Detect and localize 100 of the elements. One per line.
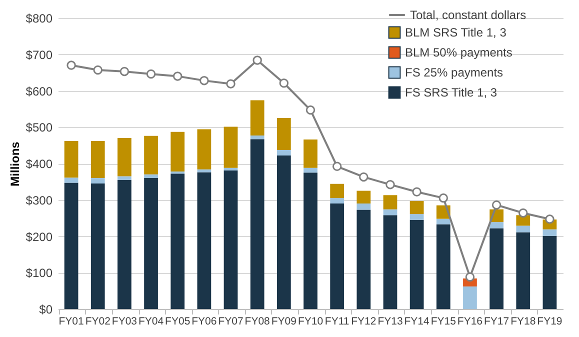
y-tick-label: $800 — [26, 12, 53, 26]
y-tick-label: $600 — [26, 84, 53, 98]
bar — [64, 140, 78, 178]
bar — [197, 172, 212, 309]
bar — [383, 215, 398, 309]
point — [200, 76, 209, 86]
x-tick-label: FY11 — [324, 316, 350, 328]
bar — [90, 140, 105, 178]
point — [332, 162, 342, 172]
legend-label: BLM SRS Title 1, 3 — [405, 26, 507, 40]
x-tick-label: FY08 — [244, 316, 270, 328]
point — [386, 180, 395, 190]
legend-label: FS 25% payments — [405, 66, 504, 80]
bar — [410, 214, 424, 220]
bar — [224, 126, 238, 168]
bar — [170, 174, 185, 309]
x-tick-label: FY18 — [510, 316, 536, 328]
y-tick-label: $500 — [26, 120, 53, 135]
bar — [250, 100, 264, 136]
bar — [330, 198, 344, 204]
point — [226, 79, 236, 88]
bar — [542, 229, 557, 236]
bar — [410, 200, 424, 214]
point — [279, 78, 289, 88]
bar — [276, 150, 291, 156]
bar — [144, 178, 158, 309]
legend-label: BLM 50% payments — [405, 46, 512, 60]
x-tick-label: FY07 — [218, 316, 244, 328]
bar — [383, 209, 398, 216]
y-tick-label: $400 — [26, 157, 53, 171]
bar — [330, 184, 344, 198]
point — [120, 66, 130, 76]
bar — [118, 176, 132, 180]
point — [492, 200, 502, 210]
point — [146, 69, 156, 79]
x-tick-label: FY03 — [112, 316, 138, 328]
bar — [542, 236, 557, 309]
x-tick-label: FY09 — [271, 316, 297, 328]
bar — [356, 204, 371, 210]
bar — [516, 232, 530, 309]
bar — [436, 218, 450, 224]
bar — [276, 118, 291, 150]
x-tick-label: FY12 — [351, 316, 376, 328]
bar — [304, 139, 318, 168]
x-tick-label: FY10 — [298, 316, 324, 328]
bar — [304, 168, 318, 173]
bar — [224, 168, 238, 170]
bar — [118, 138, 132, 176]
point — [306, 105, 316, 115]
point — [545, 214, 554, 224]
y-axis-title: Millions — [8, 141, 22, 186]
y-tick-label: $100 — [26, 266, 53, 280]
bar — [250, 139, 264, 309]
y-tick-label: $700 — [26, 48, 53, 62]
x-tick-label: FY01 — [58, 316, 84, 328]
bar — [330, 204, 344, 309]
x-tick-label: FY16 — [457, 316, 483, 328]
point — [359, 172, 368, 182]
bar — [490, 222, 504, 228]
bar — [64, 182, 78, 309]
y-tick-label: $300 — [26, 193, 53, 208]
x-tick-label: FY19 — [537, 316, 562, 328]
bar — [144, 174, 158, 178]
x-tick-label: FY14 — [404, 316, 430, 328]
bar — [118, 180, 132, 309]
bar — [356, 210, 371, 309]
bar — [463, 286, 477, 309]
x-tick-label: FY05 — [165, 316, 190, 328]
bar — [64, 178, 78, 183]
point — [66, 60, 76, 70]
bar — [410, 220, 424, 309]
legend-label: FS SRS Title 1, 3 — [405, 86, 498, 100]
x-tick-label: FY02 — [85, 316, 111, 328]
point — [438, 193, 448, 203]
x-tick-label: FY17 — [484, 316, 510, 328]
bar — [304, 172, 318, 309]
legend-label: Total, constant dollars — [410, 8, 526, 22]
bar — [90, 178, 105, 184]
x-tick-label: FY15 — [430, 316, 456, 328]
bar — [224, 170, 238, 309]
y-tick-label: $0 — [39, 302, 53, 316]
x-tick-label: FY13 — [378, 316, 403, 328]
point — [93, 65, 102, 75]
point — [252, 56, 262, 65]
bar — [90, 184, 105, 309]
point — [465, 272, 475, 282]
bar — [276, 156, 291, 309]
bar — [250, 135, 264, 140]
bar — [383, 195, 398, 210]
bar — [356, 190, 371, 204]
point — [172, 72, 182, 81]
x-tick-label: FY06 — [192, 316, 217, 328]
bar — [516, 226, 530, 232]
y-tick-label: $200 — [26, 230, 53, 244]
bar — [170, 132, 185, 172]
x-tick-label: FY04 — [138, 316, 164, 328]
bar — [144, 136, 158, 174]
bar — [436, 224, 450, 309]
point — [412, 187, 422, 196]
bar — [197, 129, 212, 170]
